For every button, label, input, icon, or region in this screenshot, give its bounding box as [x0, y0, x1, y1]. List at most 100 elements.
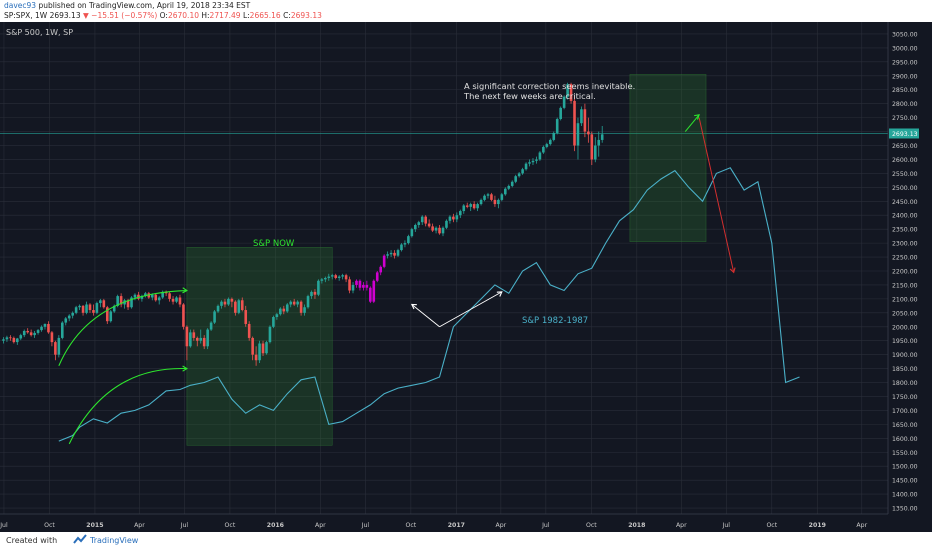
candle-body	[317, 280, 320, 295]
candle-body	[258, 343, 261, 361]
candle-body	[497, 199, 500, 205]
green-up-arrow	[684, 114, 700, 132]
candle-body	[95, 303, 99, 313]
y-tick-label: 1450.00	[892, 478, 918, 485]
tradingview-brand[interactable]: TradingView	[90, 536, 139, 545]
candle-body	[424, 216, 427, 224]
candle-body	[573, 100, 576, 146]
candle-body	[289, 301, 293, 305]
x-tick-label: Jul	[180, 522, 189, 529]
y-tick-label: 1750.00	[892, 394, 918, 401]
candle-body	[324, 277, 327, 280]
candle-body	[369, 287, 372, 302]
candle-body	[524, 163, 528, 170]
y-tick-label: 1500.00	[892, 464, 918, 471]
y-tick-label: 1850.00	[892, 366, 918, 373]
candle-body	[50, 332, 54, 343]
candle-body	[420, 216, 424, 223]
x-tick-label: Oct	[586, 522, 597, 529]
candle-body	[500, 194, 504, 200]
candle-body	[414, 224, 417, 230]
candle-body	[251, 337, 254, 355]
y-tick-label: 2500.00	[892, 185, 918, 192]
candle-body	[538, 152, 542, 160]
y-tick-label: 2400.00	[892, 213, 918, 220]
annotation-sp-now: S&P NOW	[253, 239, 295, 249]
candle-body	[40, 326, 43, 331]
x-tick-label: Jul	[361, 522, 370, 529]
candle-body	[365, 284, 369, 288]
candle-body	[29, 332, 33, 336]
candle-body	[580, 109, 583, 124]
candle-body	[334, 275, 338, 278]
x-tick-label: Jul	[722, 522, 731, 529]
candle-body	[244, 310, 248, 324]
candle-body	[427, 223, 431, 227]
candle-body	[382, 255, 386, 267]
candle-body	[247, 323, 251, 338]
candle-body	[320, 279, 324, 281]
y-tick-label: 2950.00	[892, 59, 918, 66]
annotation-sp-1982: S&P 1982-1987	[522, 316, 588, 326]
y-tick-label: 1700.00	[892, 408, 918, 415]
green-arrowhead	[694, 114, 700, 120]
candle-body	[102, 300, 106, 308]
y-tick-label: 1550.00	[892, 450, 918, 457]
candle-body	[67, 315, 71, 319]
candle-body	[472, 204, 476, 209]
candle-body	[275, 314, 279, 318]
candle-body	[576, 123, 580, 146]
candle-body	[306, 296, 310, 308]
candle-body	[119, 296, 123, 305]
candle-body	[254, 354, 258, 361]
candle-body	[182, 304, 185, 327]
candle-body	[362, 284, 365, 288]
candle-body	[292, 301, 296, 305]
y-tick-label: 2800.00	[892, 101, 918, 108]
publish-header: davec93 published on TradingView.com, Ap…	[0, 0, 932, 22]
current-price-label: 2693.13	[892, 131, 918, 138]
candle-body	[587, 131, 590, 135]
candle-body	[85, 304, 88, 313]
candle-body	[455, 215, 459, 220]
candle-body	[348, 279, 351, 291]
candle-body	[379, 266, 383, 273]
candle-body	[16, 338, 19, 343]
candle-body	[189, 332, 192, 347]
candle-body	[130, 297, 133, 308]
candle-body	[261, 343, 265, 354]
y-tick-label: 2100.00	[892, 296, 918, 303]
candle-body	[202, 337, 206, 347]
candle-body	[542, 146, 545, 153]
x-tick-label: Apr	[315, 522, 326, 529]
candle-body	[469, 204, 472, 207]
candle-body	[157, 297, 161, 301]
candle-body	[555, 119, 559, 133]
y-tick-label: 2000.00	[892, 324, 918, 331]
candle-body	[171, 298, 175, 302]
candle-body	[372, 280, 376, 302]
overlay-line	[58, 167, 800, 442]
candle-body	[43, 323, 47, 327]
candle-body	[109, 311, 113, 322]
red-down-arrow	[698, 117, 735, 273]
candle-body	[227, 298, 230, 305]
candle-body	[268, 326, 272, 343]
author-link[interactable]: davec93	[4, 1, 37, 10]
candle-body	[88, 304, 92, 311]
candle-body	[327, 276, 331, 278]
close-label: C:	[283, 11, 291, 20]
candle-body	[147, 293, 151, 298]
candle-body	[562, 96, 566, 108]
white-arrowhead	[496, 291, 503, 297]
low-value: 2665.16	[249, 11, 281, 20]
candle-body	[462, 205, 466, 212]
white-arrowhead	[410, 303, 417, 310]
annotation-note-line: A significant correction seems inevitabl…	[464, 81, 635, 91]
candle-body	[299, 301, 303, 313]
candle-body	[206, 329, 209, 347]
price-chart[interactable]: A significant correction seems inevitabl…	[0, 22, 932, 532]
white-arrow	[439, 291, 503, 328]
x-tick-label: 2019	[809, 522, 826, 529]
x-tick-label: Jul	[0, 522, 8, 529]
